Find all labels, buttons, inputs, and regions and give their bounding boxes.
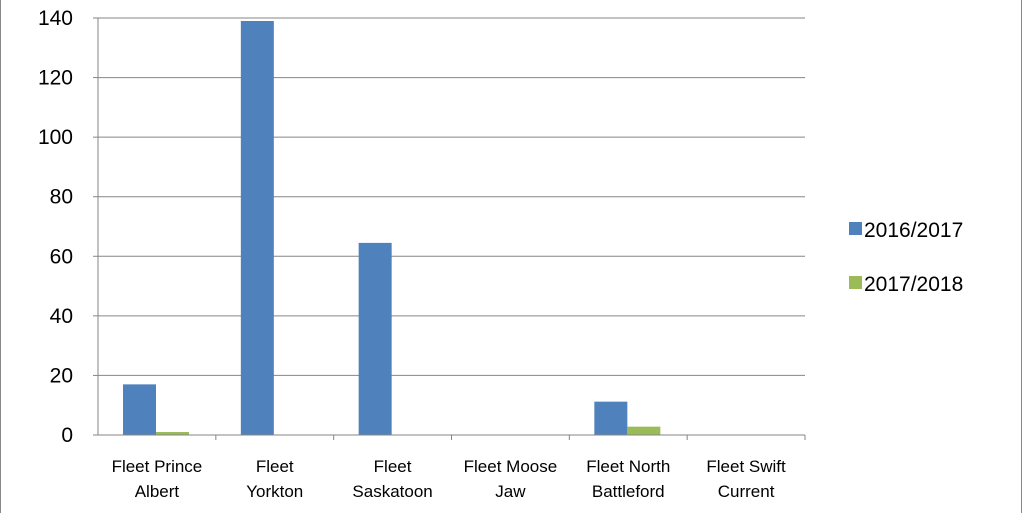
legend-label-2: 2017/2018 [864,273,963,296]
bar-1-2 [240,20,274,435]
x-tick-label-6-1: Fleet Swift [706,457,786,476]
x-tick-label-2-1: Fleet [256,457,294,476]
y-tick-label-80: 80 [50,186,73,209]
y-tick-label-0: 0 [61,424,73,447]
y-tick-label-100: 100 [38,126,73,149]
y-tick-label-40: 40 [50,305,73,328]
y-tick-label-20: 20 [50,364,73,387]
bar-1-3 [358,242,392,435]
bar-2-5 [627,426,661,435]
x-tick-label-2-2: Yorkton [246,482,303,501]
x-tick-label-1-2: Albert [135,482,180,501]
bar-1-1 [123,384,156,435]
legend-swatch-2 [849,276,862,289]
y-tick-label-140: 140 [38,7,73,30]
x-tick-label-3-1: Fleet [374,457,412,476]
legend-label-1: 2016/2017 [864,219,963,242]
x-tick-label-4-2: Jaw [495,482,526,501]
y-tick-label-120: 120 [38,67,73,90]
y-tick-label-60: 60 [50,245,73,268]
bar-1-5 [594,401,628,435]
x-tick-label-5-2: Battleford [592,482,665,501]
x-tick-label-4-1: Fleet Moose [464,457,558,476]
bar-2-1 [156,432,189,435]
x-tick-label-6-2: Current [718,482,775,501]
legend-swatch-1 [849,222,862,235]
x-tick-label-3-2: Saskatoon [352,482,432,501]
x-tick-label-5-1: Fleet North [586,457,670,476]
x-tick-label-1-1: Fleet Prince [112,457,203,476]
